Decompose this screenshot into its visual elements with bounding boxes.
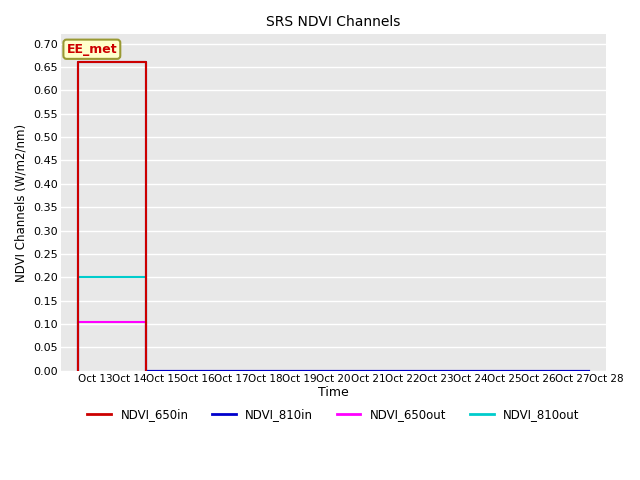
Title: SRS NDVI Channels: SRS NDVI Channels [266,15,401,29]
Y-axis label: NDVI Channels (W/m2/nm): NDVI Channels (W/m2/nm) [15,123,28,282]
Text: EE_met: EE_met [67,43,117,56]
Legend: NDVI_650in, NDVI_810in, NDVI_650out, NDVI_810out: NDVI_650in, NDVI_810in, NDVI_650out, NDV… [83,403,584,425]
X-axis label: Time: Time [318,386,349,399]
